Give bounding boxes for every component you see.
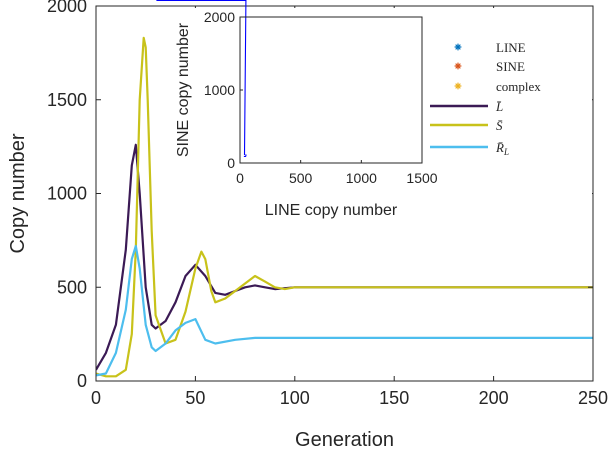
inset-y-tick-label: 0	[227, 155, 235, 171]
legend-item: complex	[454, 79, 541, 94]
legend-label: complex	[496, 79, 541, 94]
x-tick-label: 50	[185, 388, 205, 408]
y-tick-label: 1000	[47, 184, 87, 204]
inset-background	[172, 8, 592, 222]
y-tick-label: 0	[77, 371, 87, 391]
legend: LINE SINE complex L̄ S̄ R̄L	[430, 40, 541, 157]
legend-label: L̄	[495, 99, 503, 114]
legend-item: L̄	[430, 99, 503, 114]
x-tick-label: 200	[479, 388, 509, 408]
legend-item: LINE	[454, 40, 526, 55]
main-plot: 0 50 100 150 200 250 0 500 1000 1500 2000 Generatio…	[7, 0, 608, 451]
series-sbar-line	[96, 36, 593, 378]
x-tick-label: 250	[578, 388, 608, 408]
main-data	[96, 6, 593, 378]
legend-label: S̄	[496, 118, 503, 133]
inset-trajectory	[156, 0, 247, 157]
y-tick-label: 500	[57, 277, 87, 297]
inset-y-tick-label: 1000	[204, 82, 235, 98]
legend-label: SINE	[496, 59, 525, 74]
legend-label: LINE	[496, 40, 526, 55]
inset-plot: 0 500 1000 1500 0 1000 2000 LINE copy number SIN…	[156, 0, 438, 219]
x-axis-label: Generation	[295, 429, 394, 451]
x-tick-label: 0	[91, 388, 101, 408]
y-axis-label: Copy number	[7, 133, 29, 253]
legend-marker	[454, 62, 462, 70]
legend-item: S̄	[430, 118, 503, 133]
legend-label: R̄L	[495, 140, 509, 157]
legend-marker	[454, 82, 462, 90]
inset-x-tick-label: 0	[236, 170, 244, 186]
x-tick-label: 150	[379, 388, 409, 408]
y-tick-label: 1500	[47, 90, 87, 110]
inset-y-axis-label: SINE copy number	[175, 22, 192, 157]
legend-item: SINE	[454, 59, 525, 74]
inset-x-axis-label: LINE copy number	[265, 202, 398, 219]
legend-marker	[454, 43, 462, 51]
inset-y-tick-label: 2000	[204, 9, 235, 25]
legend-item: R̄L	[430, 140, 509, 157]
y-tick-label: 2000	[47, 0, 87, 16]
inset-x-tick-label: 1500	[406, 170, 437, 186]
series-rbar-l-line	[96, 244, 593, 377]
inset-panel	[172, 8, 592, 222]
inset-x-tick-label: 1000	[346, 170, 377, 186]
x-tick-label: 100	[280, 388, 310, 408]
inset-x-tick-label: 500	[289, 170, 313, 186]
